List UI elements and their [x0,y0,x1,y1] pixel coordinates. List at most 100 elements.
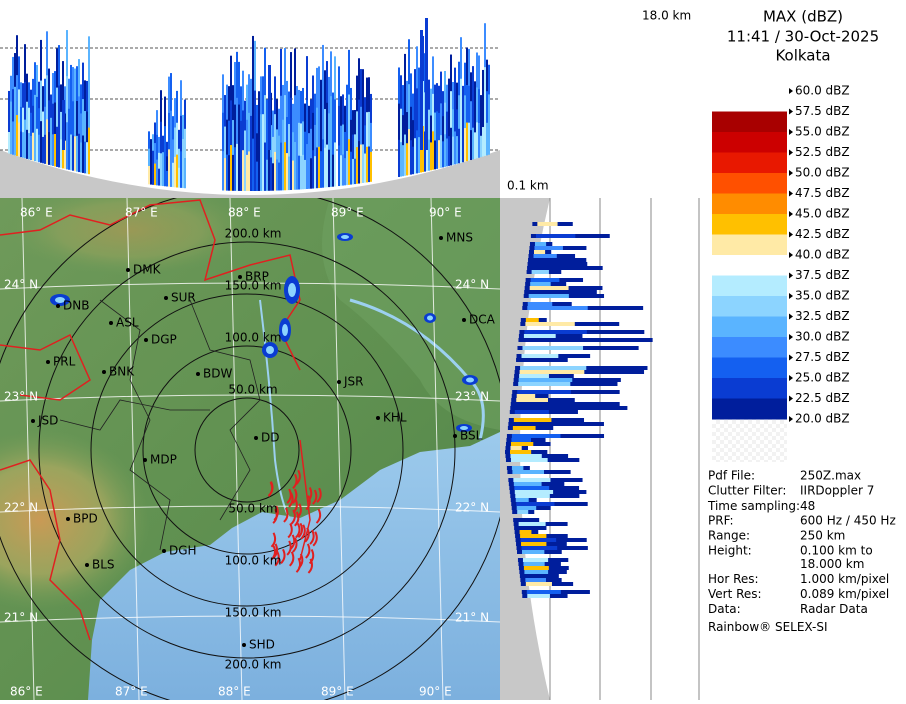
echo-column [236,51,238,99]
echo-core [514,486,550,490]
echo-column [84,141,86,174]
echo-column [44,106,46,136]
echo-column [442,116,444,143]
side-panel: 0.1 km [500,179,700,700]
echo-core [511,434,561,438]
latitude-label: 24° N [4,278,38,292]
echo-core [516,502,555,506]
range-label: 50.0 km [228,383,277,397]
echo-column [304,131,306,161]
echo-column [436,139,438,169]
echo-column [346,84,348,119]
echo-column [340,125,342,157]
echo-column [228,86,230,122]
echo-column [74,136,76,172]
echo-core [514,410,549,414]
echo-column [366,77,368,114]
legend-tick [789,170,793,176]
echo-column [246,154,248,191]
city-label: BSL [460,429,483,443]
echo-core [510,446,522,450]
echo-column [224,158,226,191]
echo-column [72,135,74,171]
echo-column [472,66,474,98]
echo-coastal [295,557,302,573]
echo-column [306,144,308,189]
legend-tick [789,190,793,197]
echo-column [408,84,410,131]
echo-column [350,119,352,153]
echo-column [148,131,150,150]
echo-coastal [280,548,286,565]
echo-column [248,151,250,191]
echo-column [48,132,50,165]
echo-column [162,168,164,187]
echo-column [318,106,320,148]
top-height-label: 18.0 km [642,9,691,23]
echo-column [174,98,176,129]
echo-column [242,150,244,191]
echo-core [521,542,547,546]
legend-panel: MAX (dBZ) 11:41 / 30-Oct-2025 Kolkata 60… [700,0,906,700]
echo-column [56,87,58,128]
echo-column [414,103,416,140]
echo-column [478,55,480,91]
side-height-label: 0.1 km [507,179,549,193]
echo-column [40,121,42,163]
echo-column [446,84,448,113]
echo-column [344,105,346,133]
echo-column [352,110,354,136]
echo-column [86,80,88,113]
info-label: Pdf File: [708,469,755,483]
echo-core [517,510,529,514]
echo-column [460,78,462,122]
echo-core [427,315,433,321]
echo-column [472,127,474,160]
echo-column [444,134,446,167]
city-label: DCA [469,313,496,327]
city-marker [254,436,258,440]
echo-column [246,119,248,156]
echo-core [525,322,575,326]
echo-coastal [270,545,276,561]
city-label: BDW [203,367,232,381]
city-marker [439,236,443,240]
echo-core [518,378,573,382]
echo-column [358,141,360,184]
info-value: Radar Data [800,602,868,616]
echo-column [276,159,278,191]
echo-column [340,155,342,186]
echo-column [436,83,438,113]
echo-column [12,56,14,91]
echo-coastal [267,481,274,497]
echo-column [162,152,164,170]
echo-column [284,142,286,191]
echo-column [318,146,320,189]
echo-column [310,99,312,130]
echo-column [256,133,258,163]
echo-column [230,145,232,191]
echo-column [40,80,42,123]
echo-column [274,151,276,191]
echo-column [448,78,450,109]
echo-column [58,125,60,168]
legend-label: 27.5 dBZ [795,350,850,364]
echo-column [306,100,308,146]
echo-core [523,334,556,338]
echo-column [276,129,278,161]
echo-column [438,85,440,114]
echo-core [532,262,563,266]
echo-column [252,35,254,89]
echo-column [292,160,294,190]
echo-column [454,67,456,101]
echo-column [416,130,418,174]
echo-column [178,167,180,188]
echo-column [76,101,78,137]
echo-column [156,134,158,161]
echo-column [266,99,268,131]
echo-core [531,270,549,274]
echo-column [34,94,36,129]
echo-column [404,134,406,176]
info-label: Range: [708,529,750,543]
echo-core [528,294,569,298]
